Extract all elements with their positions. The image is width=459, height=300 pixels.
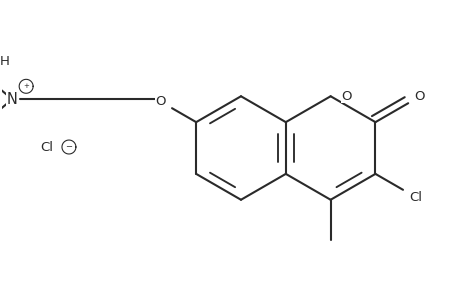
Text: O: O [155, 95, 166, 108]
Text: O: O [413, 90, 424, 103]
Text: H: H [0, 55, 9, 68]
Text: Cl: Cl [409, 191, 421, 204]
Text: N: N [7, 92, 17, 107]
Text: −: − [65, 142, 72, 152]
Text: +: + [23, 83, 29, 89]
Text: Cl: Cl [40, 140, 53, 154]
Text: O: O [341, 90, 351, 103]
